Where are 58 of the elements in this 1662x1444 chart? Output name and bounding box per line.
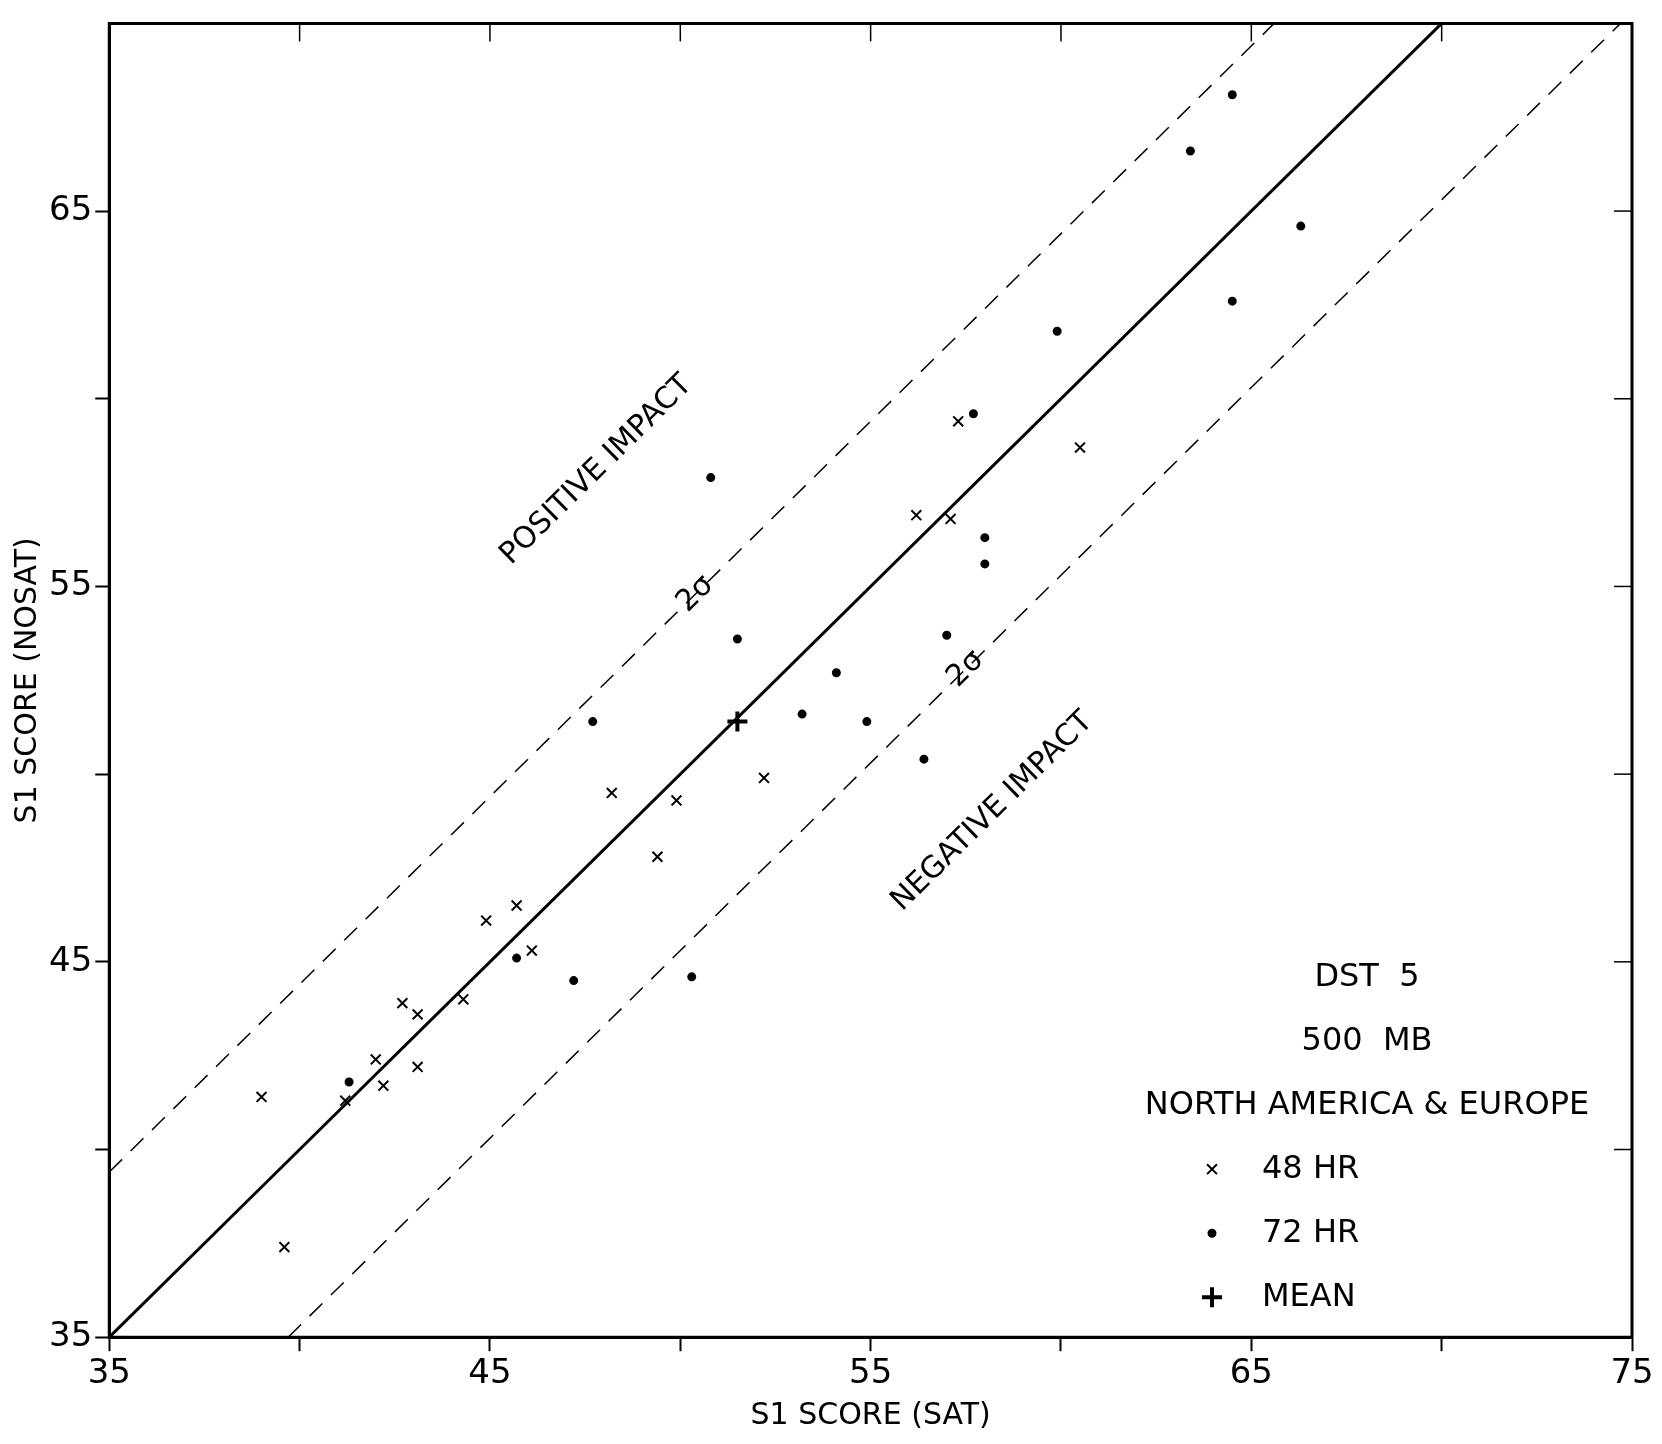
annotation: 500 MB: [1301, 1019, 1433, 1058]
point: [278, 1241, 291, 1254]
y-tick-label: 55: [49, 563, 93, 604]
point: [1227, 90, 1237, 100]
annotation: DST 5: [1314, 955, 1420, 994]
x-axis-title: S1 SCORE (SAT): [750, 1395, 991, 1431]
point: [457, 993, 470, 1006]
point: [831, 668, 841, 678]
point: [732, 634, 742, 644]
y-tick-label: 45: [49, 938, 93, 979]
point: [687, 972, 697, 982]
point: [1185, 146, 1195, 156]
point: [1227, 296, 1237, 306]
point: [512, 953, 522, 963]
y-tick-label: 65: [49, 187, 93, 228]
point: [1052, 326, 1062, 336]
point: [919, 754, 929, 764]
point: [411, 1008, 424, 1021]
point: [369, 1053, 382, 1066]
point: [980, 559, 990, 569]
point: [605, 786, 618, 799]
legend-label: MEAN: [1262, 1275, 1356, 1314]
point: [910, 509, 923, 522]
point: [344, 1077, 354, 1087]
point: [952, 415, 965, 428]
point: [525, 944, 538, 957]
point: [1074, 441, 1086, 454]
point: [1296, 221, 1306, 231]
annotation: 2σ: [667, 566, 720, 618]
point: [339, 1094, 352, 1107]
point: [411, 1060, 424, 1073]
point: [569, 976, 579, 986]
point: [862, 717, 872, 727]
point: [396, 997, 409, 1010]
annotation: NORTH AMERICA & EUROPE: [1144, 1083, 1590, 1122]
x-tick-label: 65: [1229, 1351, 1273, 1392]
point: [510, 899, 523, 912]
point: [377, 1079, 390, 1092]
point: [651, 850, 664, 863]
point: [670, 794, 683, 807]
x-tick-label: 45: [468, 1351, 512, 1392]
point: [725, 709, 750, 734]
point: [706, 473, 716, 483]
point: [255, 1091, 268, 1103]
point: [942, 630, 952, 640]
x-tick-label: 75: [1610, 1351, 1654, 1392]
point: [797, 709, 807, 719]
legend-label: 72 HR: [1262, 1211, 1360, 1250]
point: [758, 771, 770, 784]
y-axis-title: S1 SCORE (NOSAT): [7, 537, 43, 824]
point: [480, 914, 493, 927]
point: [588, 717, 598, 727]
annotation: 2σ: [938, 641, 990, 693]
point: [968, 409, 978, 419]
point: [980, 533, 990, 543]
legend-label: 48 HR: [1262, 1147, 1360, 1186]
x-tick-label: 55: [849, 1351, 893, 1392]
point: [944, 512, 957, 525]
